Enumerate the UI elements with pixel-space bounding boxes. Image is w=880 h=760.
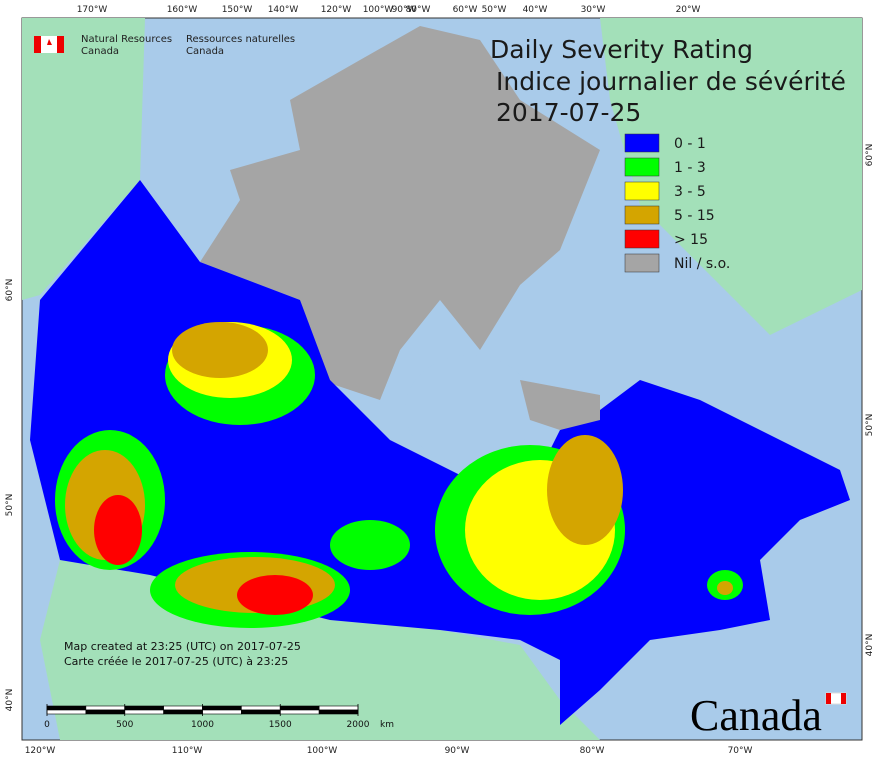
scale-label: 0	[44, 720, 50, 730]
graticule-label: 20°W	[676, 5, 701, 15]
scale-label: 2000	[347, 720, 370, 730]
severity-zone	[237, 575, 313, 615]
legend-swatch	[624, 181, 660, 201]
scale-label: 500	[116, 720, 133, 730]
flag-band	[826, 693, 831, 704]
graticule-label: 120°W	[25, 746, 56, 756]
graticule-label: 140°W	[268, 5, 299, 15]
agency-en: Canada	[81, 46, 119, 57]
legend-label: Nil / s.o.	[674, 256, 730, 272]
graticule-label: 90°W	[445, 746, 470, 756]
scale-segment	[124, 705, 164, 711]
wordmark-flag	[825, 692, 847, 705]
scale-segment	[202, 709, 242, 715]
scale-segment	[46, 705, 87, 711]
note: Map created at 23:25 (UTC) on 2017-07-25	[64, 640, 301, 653]
scale-segment	[46, 709, 87, 715]
graticule-label: 60°N	[865, 144, 875, 167]
graticule-label: 50°N	[865, 414, 875, 437]
scale-segment	[85, 705, 126, 711]
severity-zones	[55, 322, 743, 628]
graticule-label: 170°W	[77, 5, 108, 15]
note: Carte créée le 2017-07-25 (UTC) à 23:25	[64, 655, 288, 668]
graticule-label: 60°N	[5, 279, 15, 302]
graticule-label: 100°W	[307, 746, 338, 756]
scale-segment	[241, 705, 281, 711]
title-fr: Indice journalier de sévérité	[496, 67, 846, 96]
scale-segment	[124, 709, 164, 715]
northern-quebec	[520, 380, 600, 430]
legend-swatch	[624, 205, 660, 225]
severity-zone	[547, 435, 623, 545]
flag-leaf	[47, 39, 52, 45]
graticule-label: 40°N	[865, 634, 875, 657]
graticule-label: 30°W	[581, 5, 606, 15]
legend-swatch	[624, 229, 660, 249]
graticule-label: 90°W	[392, 5, 417, 15]
legend-label: 1 - 3	[674, 160, 706, 176]
scale-segment	[241, 709, 281, 715]
agency-en: Natural Resources	[81, 34, 172, 45]
flag-band	[34, 36, 41, 53]
scale-segment	[202, 705, 242, 711]
legend-label: 0 - 1	[674, 136, 706, 152]
flag-band	[57, 36, 64, 53]
scale-segment	[85, 709, 126, 715]
scale-segment	[163, 705, 203, 711]
graticule-label: 120°W	[321, 5, 352, 15]
graticule-label: 40°W	[523, 5, 548, 15]
graticule-label: 160°W	[167, 5, 198, 15]
greenland	[600, 18, 862, 335]
legend-swatch	[624, 133, 660, 153]
alaska	[22, 18, 145, 300]
graticule-label: 60°W	[453, 5, 478, 15]
graticule-label: 50°W	[482, 5, 507, 15]
title-date: 2017-07-25	[496, 98, 641, 127]
scale-segment	[279, 709, 320, 715]
flag	[34, 36, 64, 53]
graticule-label: 100°W	[363, 5, 394, 15]
legend-label: 5 - 15	[674, 208, 715, 224]
scale-unit: km	[380, 720, 394, 730]
severity-zone	[94, 495, 142, 565]
wordmark: Canada	[690, 691, 822, 740]
scale-segment	[318, 705, 359, 711]
flag-band	[841, 693, 846, 704]
graticule-label: 40°N	[5, 689, 15, 712]
scale-segment	[279, 705, 320, 711]
graticule-label: 110°W	[172, 746, 203, 756]
agency-fr: Canada	[186, 46, 224, 57]
severity-zone	[172, 322, 268, 378]
scale-segment	[318, 709, 359, 715]
legend-swatch	[624, 253, 660, 273]
legend-swatch	[624, 157, 660, 177]
severity-zone	[717, 581, 733, 595]
arctic	[200, 26, 600, 400]
graticule-label: 70°W	[728, 746, 753, 756]
legend-label: > 15	[674, 232, 708, 248]
legend-label: 3 - 5	[674, 184, 706, 200]
severity-zone	[330, 520, 410, 570]
title-en: Daily Severity Rating	[490, 35, 753, 64]
scale-label: 1000	[191, 720, 214, 730]
graticule-label: 150°W	[222, 5, 253, 15]
graticule-label: 80°W	[406, 5, 431, 15]
agency-fr: Ressources naturelles	[186, 34, 295, 45]
graticule-label: 80°W	[580, 746, 605, 756]
hudson-bay	[405, 355, 535, 465]
scale-segment	[163, 709, 203, 715]
graticule-label: 50°N	[5, 494, 15, 517]
scale-label: 1500	[269, 720, 292, 730]
